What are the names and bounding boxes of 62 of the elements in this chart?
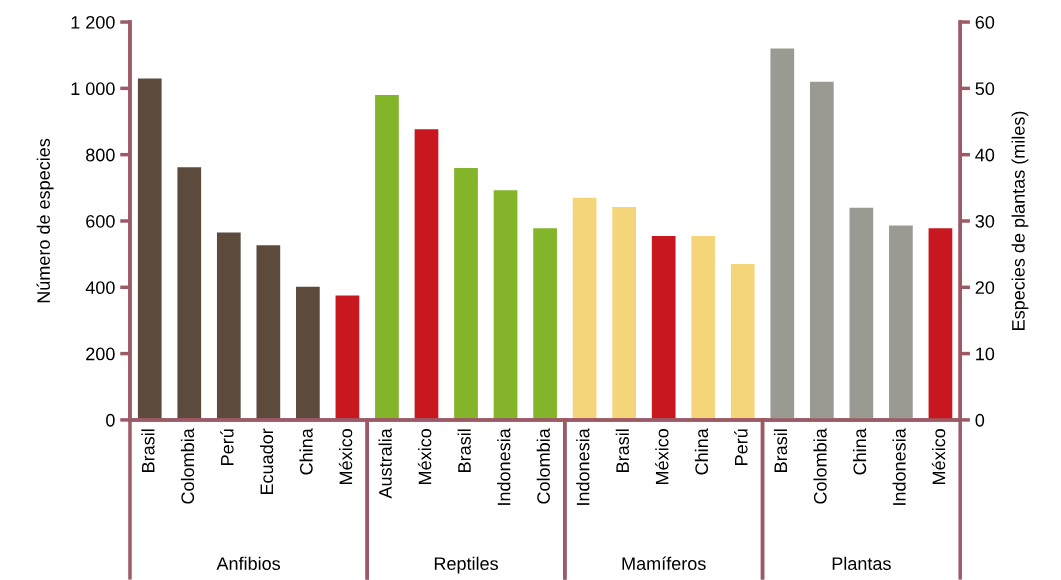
bar xyxy=(414,129,439,420)
bar xyxy=(454,167,478,420)
y-tick-label: 1 200 xyxy=(71,15,115,29)
bar xyxy=(651,235,676,420)
y2-tick-label: 60 xyxy=(975,15,995,29)
bar xyxy=(493,190,518,420)
y2-tick-label: 30 xyxy=(975,214,995,228)
y-axis-title: Número de especies xyxy=(36,138,54,303)
bar xyxy=(177,167,202,420)
x-tick-label: Brasil xyxy=(457,429,471,472)
text: Plantas xyxy=(832,556,891,570)
x-tick-label: Australia xyxy=(378,428,392,499)
x-tick-label: Perú xyxy=(220,429,234,465)
x-tick-label: Colombia xyxy=(536,428,550,504)
bar xyxy=(137,78,162,420)
y-tick-label: 0 xyxy=(106,413,115,427)
bar xyxy=(612,207,637,420)
x-tick-label: China xyxy=(852,428,867,475)
text: Anfibios xyxy=(216,556,281,570)
bar xyxy=(375,94,399,420)
y-tick-label: 400 xyxy=(85,281,115,295)
y2-tick-label: 0 xyxy=(975,413,985,427)
y2-tick-label: 40 xyxy=(975,148,995,162)
y-tick-label: 1 000 xyxy=(71,82,115,96)
bar xyxy=(809,81,834,420)
x-tick-label: Ecuador xyxy=(259,428,274,495)
y-tick-label: 200 xyxy=(86,347,115,361)
bar xyxy=(296,286,320,420)
bar xyxy=(730,264,755,420)
y2-tick-label: 20 xyxy=(975,281,995,295)
bar xyxy=(928,228,953,420)
x-tick-label: China xyxy=(694,428,709,475)
bar xyxy=(691,235,716,420)
x-tick-label: México xyxy=(931,429,946,484)
x-tick-label: China xyxy=(299,428,313,475)
x-tick-label: Perú xyxy=(734,429,748,465)
x-tick-label: Brasil xyxy=(141,429,155,472)
bar xyxy=(572,197,597,420)
x-tick-label: Indonesia xyxy=(892,428,906,505)
bar xyxy=(849,207,874,420)
y2-tick-label: 10 xyxy=(976,347,995,361)
bar xyxy=(256,245,281,420)
bar xyxy=(889,225,913,420)
x-tick-label: México xyxy=(417,429,432,484)
bar xyxy=(216,232,241,420)
x-tick-label: Indonesia xyxy=(576,428,590,505)
bar xyxy=(533,228,557,420)
bar xyxy=(335,295,360,420)
x-tick-label: Brasil xyxy=(615,429,630,472)
x-tick-label: Brasil xyxy=(773,429,788,472)
x-tick-label: México xyxy=(655,429,669,484)
x-tick-label: Indonesia xyxy=(497,428,511,505)
y2-tick-label: 50 xyxy=(975,82,995,96)
y2-axis-title: Especies de plantas (miles) xyxy=(1011,111,1029,330)
x-tick-label: México xyxy=(338,429,353,484)
y-tick-label: 800 xyxy=(86,148,115,162)
bar xyxy=(770,48,795,420)
x-tick-label: Colombia xyxy=(180,428,195,504)
x-tick-label: Colombia xyxy=(813,428,827,504)
y-tick-label: 600 xyxy=(86,214,115,228)
text: Reptiles xyxy=(434,556,498,574)
text: Mamíferos xyxy=(622,556,706,570)
